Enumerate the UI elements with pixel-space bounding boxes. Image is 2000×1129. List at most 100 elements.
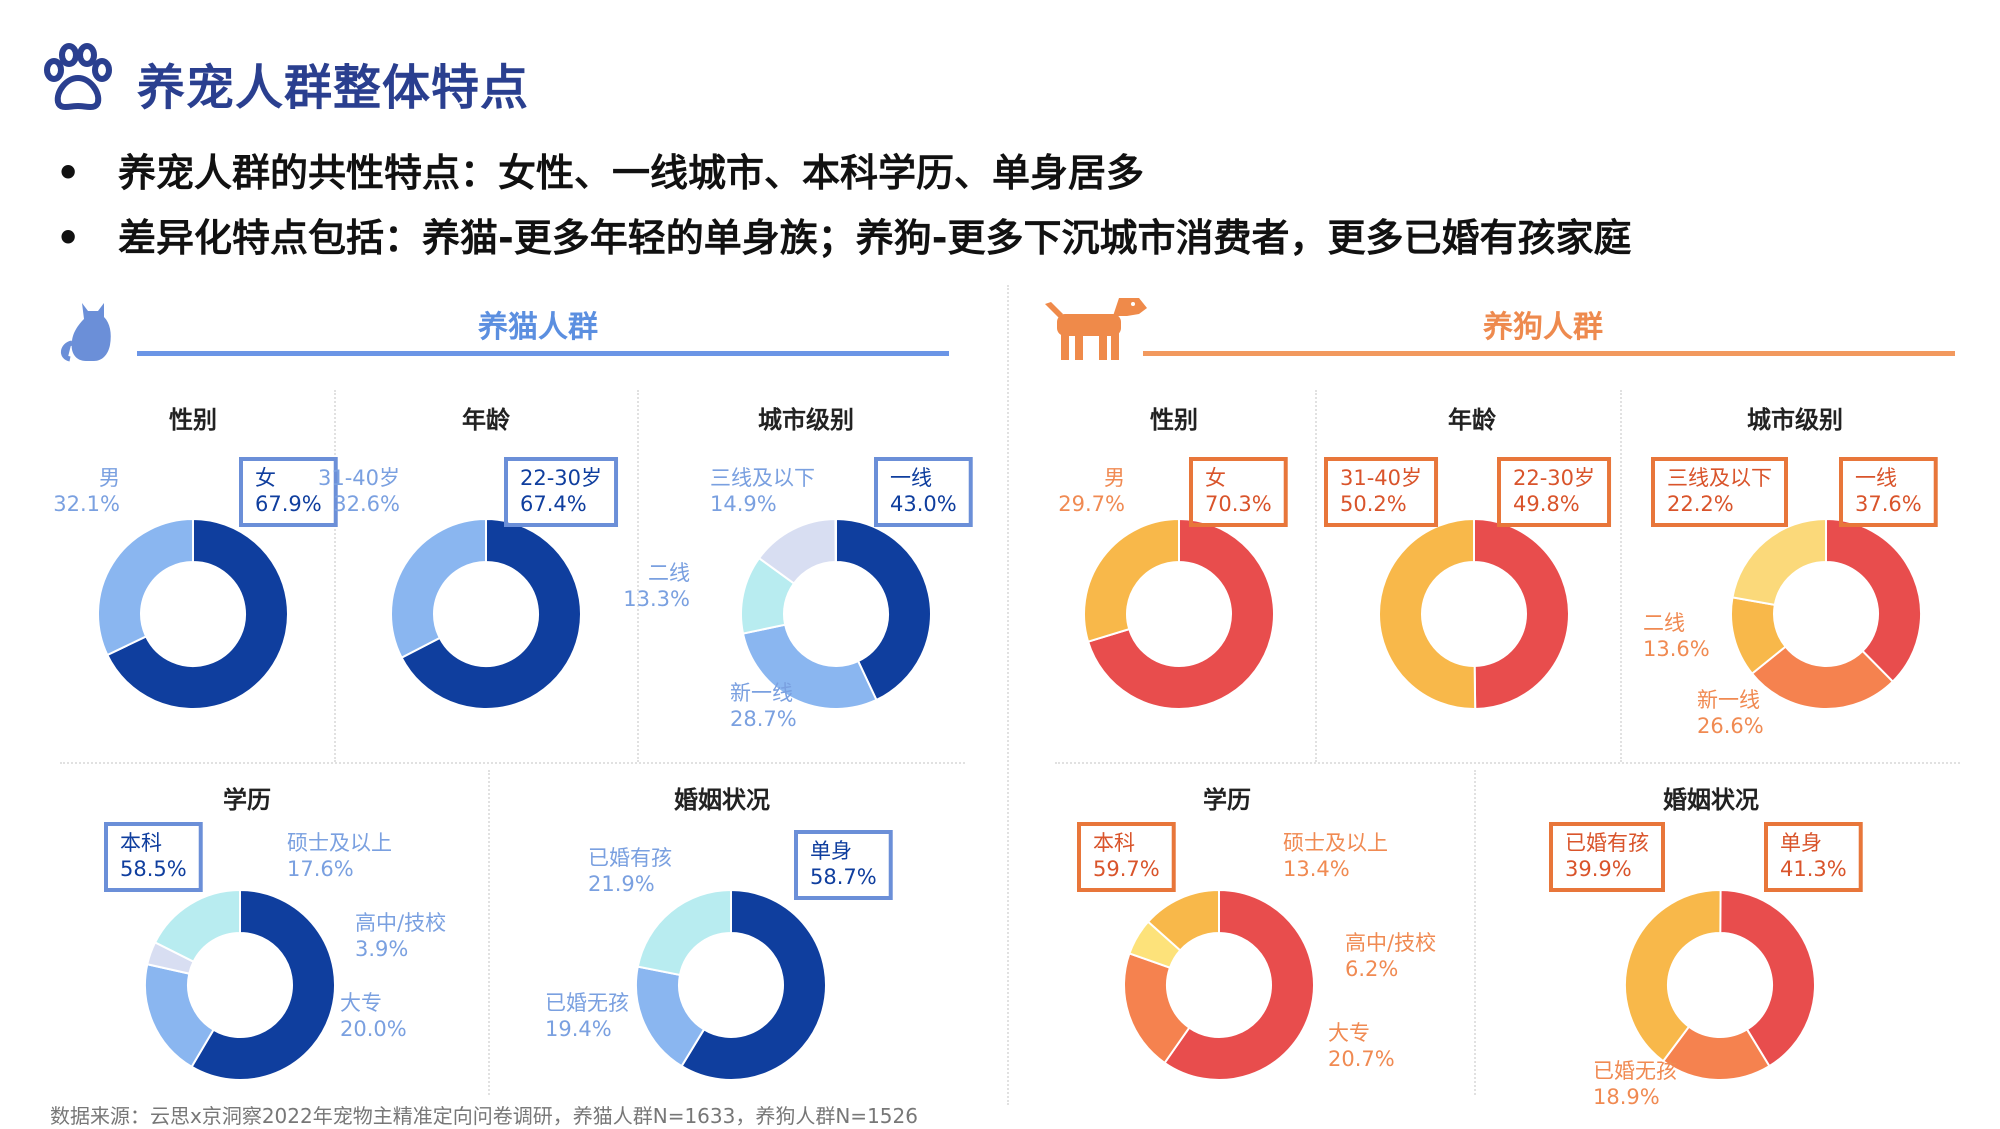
- slice-label: 硕士及以上: [1283, 831, 1388, 855]
- chart-title: 学历: [223, 786, 271, 814]
- chart-title: 性别: [1150, 406, 1198, 434]
- slice-value: 59.7%: [1093, 857, 1160, 881]
- slice-value: 49.8%: [1513, 492, 1580, 516]
- slice-label: 已婚无孩: [1593, 1059, 1677, 1083]
- donut-slice: [1146, 888, 1220, 952]
- slice-value: 58.5%: [120, 857, 187, 881]
- slice-label: 二线: [648, 561, 690, 585]
- chart-title: 婚姻状况: [1663, 786, 1759, 814]
- slice-value: 26.6%: [1697, 714, 1764, 738]
- chart-title: 学历: [1203, 786, 1251, 814]
- donut-slice: [680, 888, 827, 1081]
- highlight-box: [504, 457, 619, 527]
- dog-group-title: 养狗人群: [1483, 310, 1603, 345]
- slice-label: 男: [99, 466, 120, 490]
- bullet-text: 养宠人群的共性特点：女性、一线城市、本科学历、单身居多: [118, 151, 1145, 195]
- donut-slice: [190, 888, 336, 1081]
- slice-value: 37.6%: [1855, 492, 1922, 516]
- panel-divider: [1620, 390, 1622, 762]
- donut-slice: [741, 623, 878, 710]
- dog-icon: [1045, 298, 1147, 360]
- donut-slice: [1825, 517, 1922, 684]
- slice-value: 6.2%: [1345, 957, 1398, 981]
- panel-divider: [334, 390, 336, 762]
- donut-slice: [835, 517, 932, 702]
- slice-value: 19.4%: [545, 1017, 612, 1041]
- bullet-common-traits: • 养宠人群的共性特点：女性、一线城市、本科学历、单身居多: [56, 151, 1145, 195]
- slice-value: 13.3%: [623, 587, 690, 611]
- highlight-box: [1497, 457, 1612, 527]
- highlight-box: [1651, 457, 1788, 527]
- chart-title: 年龄: [462, 406, 511, 434]
- slice-value: 41.3%: [1780, 857, 1847, 881]
- slice-label: 本科: [1093, 831, 1135, 855]
- donut-slice: [1163, 888, 1315, 1081]
- highlight-box: [1324, 457, 1439, 527]
- slice-value: 20.0%: [340, 1017, 407, 1041]
- page-title: 养宠人群整体特点: [137, 60, 530, 116]
- cat-group-title: 养猫人群: [478, 310, 598, 345]
- slice-label: 31-40岁: [1340, 466, 1422, 490]
- slice-value: 21.9%: [588, 872, 655, 896]
- chart-title: 城市级别: [758, 406, 854, 434]
- slice-value: 28.7%: [730, 707, 797, 731]
- slice-value: 13.6%: [1643, 637, 1710, 661]
- slice-value: 58.7%: [810, 865, 877, 889]
- highlight-box: [1189, 457, 1288, 527]
- highlight-box: [1839, 457, 1938, 527]
- donut-slice: [1624, 889, 1722, 1063]
- slice-label: 一线: [1855, 466, 1897, 490]
- donut-slice: [400, 517, 582, 710]
- slice-label: 已婚无孩: [545, 991, 629, 1015]
- highlight-box: [239, 457, 338, 527]
- slice-label: 三线及以下: [710, 466, 815, 490]
- slice-label: 高中/技校: [355, 911, 446, 935]
- slice-value: 50.2%: [1340, 492, 1407, 516]
- slice-value: 22.2%: [1667, 492, 1734, 516]
- donut-slice: [1719, 888, 1816, 1068]
- slice-label: 已婚有孩: [1565, 831, 1649, 855]
- paw-icon: [44, 43, 112, 110]
- panel-divider: [488, 770, 490, 1095]
- highlight-box: [874, 457, 973, 527]
- donut-slice: [390, 517, 487, 660]
- highlight-box: [1077, 822, 1176, 892]
- dog-group-underline: [1143, 351, 1955, 356]
- donut-slice: [757, 517, 837, 585]
- donut-slice: [1083, 517, 1180, 643]
- slice-label: 22-30岁: [520, 466, 602, 490]
- slice-value: 13.4%: [1283, 857, 1350, 881]
- highlight-box: [1764, 822, 1863, 892]
- slice-label: 本科: [120, 831, 162, 855]
- donut-slice: [636, 888, 732, 977]
- donut-slice: [97, 517, 194, 657]
- highlight-box: [104, 822, 203, 892]
- highlight-box: [794, 830, 893, 900]
- slice-value: 32.6%: [333, 492, 400, 516]
- chart-title: 城市级别: [1747, 406, 1843, 434]
- slice-value: 14.9%: [710, 492, 777, 516]
- slice-value: 67.4%: [520, 492, 587, 516]
- chart-title: 婚姻状况: [674, 786, 770, 814]
- donut-slice: [1086, 517, 1275, 710]
- donut-slice: [1750, 645, 1895, 710]
- slice-value: 3.9%: [355, 937, 408, 961]
- slice-value: 18.9%: [1593, 1085, 1660, 1109]
- slice-value: 39.9%: [1565, 857, 1632, 881]
- slice-value: 67.9%: [255, 492, 322, 516]
- slice-label: 已婚有孩: [588, 846, 672, 870]
- slice-label: 三线及以下: [1667, 466, 1772, 490]
- slice-label: 女: [255, 466, 276, 490]
- bullet-text: 差异化特点包括：养猫-更多年轻的单身族；养狗-更多下沉城市消费者，更多已婚有孩家…: [118, 216, 1632, 260]
